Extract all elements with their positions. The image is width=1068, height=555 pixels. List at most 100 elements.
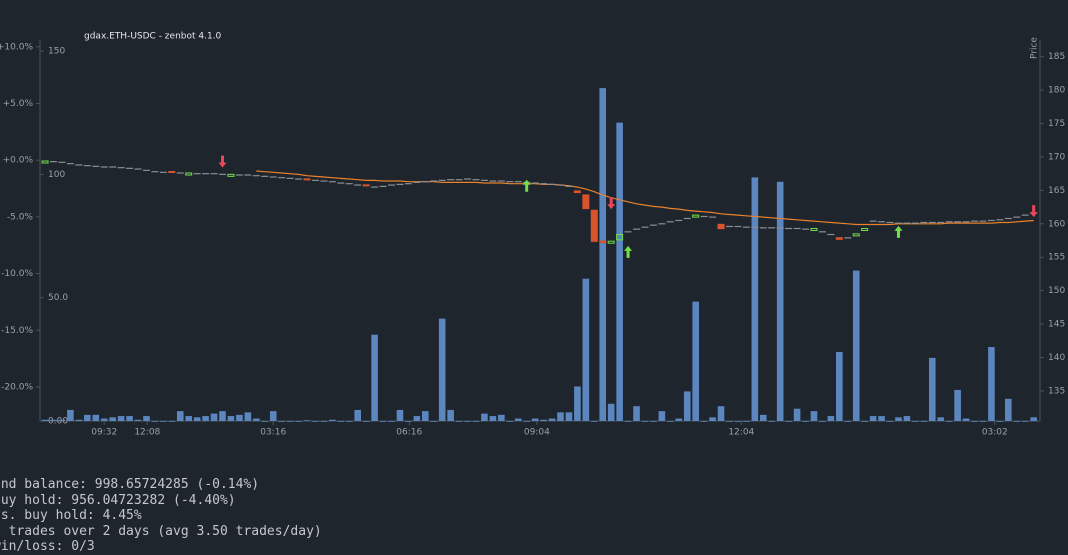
candle-flat: [328, 181, 336, 183]
x-tick-label: 03:16: [260, 428, 286, 438]
candle-flat: [793, 227, 801, 230]
volume-bar: [193, 417, 201, 421]
volume-bar: [421, 411, 429, 421]
candle-flat: [734, 225, 742, 228]
candle-up: [861, 227, 869, 231]
candle-flat: [506, 181, 514, 183]
volume-bar: [557, 412, 564, 421]
volume-bar: [878, 416, 885, 421]
candle-flat: [176, 172, 184, 174]
x-tick-label: 09:04: [524, 428, 550, 438]
volume-bar: [852, 270, 860, 421]
volume-bar: [286, 421, 294, 422]
volume-bar: [498, 414, 505, 421]
volume-bar: [802, 421, 809, 422]
candle-flat: [345, 183, 353, 185]
volume-bar: [396, 409, 404, 421]
candle-flat: [979, 220, 987, 222]
candle-flat: [269, 176, 277, 178]
candle-flat: [447, 179, 455, 181]
volume-bar: [67, 409, 74, 421]
volume-bar: [768, 421, 776, 422]
candle-flat: [996, 219, 1004, 221]
candle-up: [616, 234, 624, 241]
candle-down: [303, 178, 311, 181]
candle-flat: [658, 223, 666, 225]
candle-flat: [1004, 217, 1012, 220]
volume-tick-label: 50.0: [48, 293, 68, 303]
volume-tick-label: 100: [48, 170, 65, 180]
volume-tick-label: 150: [48, 47, 65, 57]
volume-bar: [996, 421, 1004, 422]
volume-bar: [633, 406, 640, 421]
report: end balance: 998.65724285 (-0.14%) buy ho…: [0, 477, 322, 555]
candle-flat: [109, 166, 117, 168]
report-line: vs. buy hold: 4.45%: [0, 508, 142, 524]
candle-flat: [126, 167, 134, 169]
volume-bar: [523, 421, 530, 422]
sell-signal: [607, 197, 616, 210]
candle-flat: [66, 163, 74, 165]
candle-flat: [928, 221, 936, 224]
candle-flat: [455, 179, 463, 181]
volume-bar: [126, 416, 133, 421]
candle-up: [185, 172, 193, 176]
candle-flat: [489, 180, 497, 182]
volume-bar: [616, 122, 623, 422]
volume-bar: [590, 421, 598, 422]
candle-flat: [464, 178, 472, 180]
volume-bar: [303, 420, 311, 422]
volume-bar: [565, 412, 573, 421]
volume-bar: [759, 414, 767, 421]
y-tick-label: -15.0%: [1, 326, 33, 336]
volume-bar: [700, 421, 708, 422]
volume-bar: [514, 418, 522, 421]
candle-down: [362, 184, 370, 187]
candle-flat: [193, 173, 201, 175]
y-tick-label: -10.0%: [1, 269, 33, 279]
volume-bar: [176, 411, 184, 421]
buy-signal: [624, 245, 633, 258]
volume-tick-label: 0.00: [48, 417, 68, 427]
volume-bar: [253, 418, 260, 421]
candle-flat: [903, 222, 911, 224]
volume-bar: [861, 421, 868, 422]
volume-bar: [100, 418, 108, 421]
candle-flat: [58, 161, 66, 163]
candle-flat: [387, 184, 395, 186]
candle-up: [692, 214, 700, 218]
candle-flat: [134, 168, 142, 170]
volume-bar: [244, 412, 252, 421]
candle-flat: [83, 165, 91, 167]
candle-flat: [278, 177, 286, 179]
candle-flat: [244, 174, 252, 176]
volume-bar: [776, 181, 784, 421]
candle-flat: [945, 221, 953, 223]
candle-flat: [480, 179, 488, 181]
sell-signal: [218, 155, 227, 168]
candle-flat: [295, 178, 303, 180]
volume-bar: [438, 318, 446, 421]
volume-bar: [962, 418, 970, 421]
volume-bar: [1005, 398, 1012, 421]
candle-up: [607, 240, 615, 244]
volume-bar: [227, 416, 235, 421]
y2-tick-label: 160: [1048, 219, 1065, 229]
volume-bar: [726, 421, 733, 422]
y2-tick-label: 140: [1048, 353, 1065, 363]
volume-bar: [312, 421, 319, 422]
candle-flat: [286, 177, 294, 179]
candle-flat: [548, 183, 556, 185]
y2-tick-label: 170: [1048, 152, 1065, 162]
candle-flat: [962, 221, 970, 223]
candle-flat: [531, 182, 539, 184]
candle-flat: [75, 164, 83, 166]
volume-bar: [920, 421, 928, 422]
candle-flat: [311, 179, 319, 181]
volume-bar: [472, 421, 480, 422]
volume-bar: [667, 421, 674, 422]
volume-bar: [675, 418, 683, 421]
sell-signal: [1029, 205, 1038, 218]
volume-bar: [202, 416, 209, 421]
